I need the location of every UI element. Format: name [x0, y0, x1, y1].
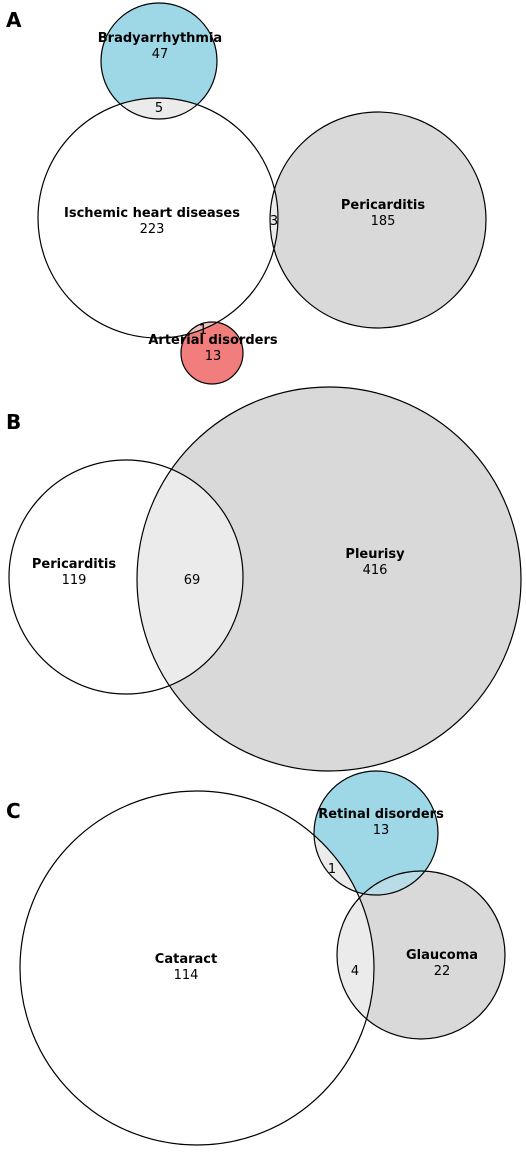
- outline-glaucoma: [336, 870, 506, 1040]
- label-cataract: Cataract: [155, 952, 217, 967]
- circle-arterial-disorders: [181, 322, 243, 384]
- panel-a: A Bradyarrhythmia 47 5 Ischemic heart di…: [6, 2, 487, 385]
- circle-ischemic-heart-diseases: [38, 98, 278, 338]
- count-overlap-ischemic-pericarditis: 3: [270, 214, 278, 229]
- count-pericarditis-b: 119: [62, 573, 87, 588]
- count-arterial-disorders: 13: [205, 349, 222, 364]
- label-pericarditis-b: Pericarditis: [32, 557, 117, 572]
- label-pericarditis-a: Pericarditis: [341, 198, 426, 213]
- circle-pericarditis-a: [270, 112, 486, 328]
- outline-bradyarrhythmia: [100, 2, 218, 120]
- panel-a-letter: A: [6, 8, 22, 32]
- outline-ischemic: [37, 97, 279, 339]
- count-overlap-brady-ischemic: 5: [155, 101, 163, 116]
- count-overlap-cataract-glaucoma: 4: [351, 964, 359, 979]
- circle-bradyarrhythmia: [101, 3, 217, 119]
- count-overlap-pericarditis-pleurisy: 69: [184, 573, 201, 588]
- panel-c-letter: C: [6, 799, 21, 823]
- outline-retinal-disorders: [313, 770, 439, 896]
- count-ischemic-heart-diseases: 223: [140, 222, 165, 237]
- count-pericarditis-a: 185: [371, 214, 396, 229]
- outline-pericarditis-a: [269, 111, 487, 329]
- label-ischemic-heart-diseases: Ischemic heart diseases: [64, 206, 240, 221]
- circle-cataract: [20, 791, 374, 1145]
- outline-arterial: [180, 321, 244, 385]
- outline-pleurisy: [136, 386, 522, 772]
- label-retinal-disorders: Retinal disorders: [318, 807, 444, 822]
- count-overlap-ischemic-arterial: 1: [199, 323, 207, 338]
- outline-pericarditis-b: [8, 459, 244, 695]
- label-arterial-disorders: Arterial disorders: [148, 333, 278, 348]
- count-overlap-cataract-retinal: 1: [328, 862, 336, 877]
- count-retinal-disorders: 13: [373, 823, 390, 838]
- panel-c: C Retinal disorders 13 1 Cataract 114 4 …: [6, 770, 506, 1146]
- count-cataract: 114: [174, 968, 199, 983]
- label-bradyarrhythmia: Bradyarrhythmia: [98, 31, 222, 46]
- panel-b-letter: B: [6, 410, 21, 434]
- circle-retinal-disorders: [314, 771, 438, 895]
- circle-pleurisy: [137, 387, 521, 771]
- outline-cataract: [19, 790, 375, 1146]
- label-glaucoma: Glaucoma: [406, 948, 478, 963]
- panel-b: B Pericarditis 119 69 Pleurisy 416: [6, 386, 522, 772]
- count-glaucoma: 22: [434, 964, 451, 979]
- circle-glaucoma: [337, 871, 505, 1039]
- label-pleurisy: Pleurisy: [345, 547, 405, 562]
- count-bradyarrhythmia: 47: [152, 47, 169, 62]
- count-pleurisy: 416: [363, 563, 388, 578]
